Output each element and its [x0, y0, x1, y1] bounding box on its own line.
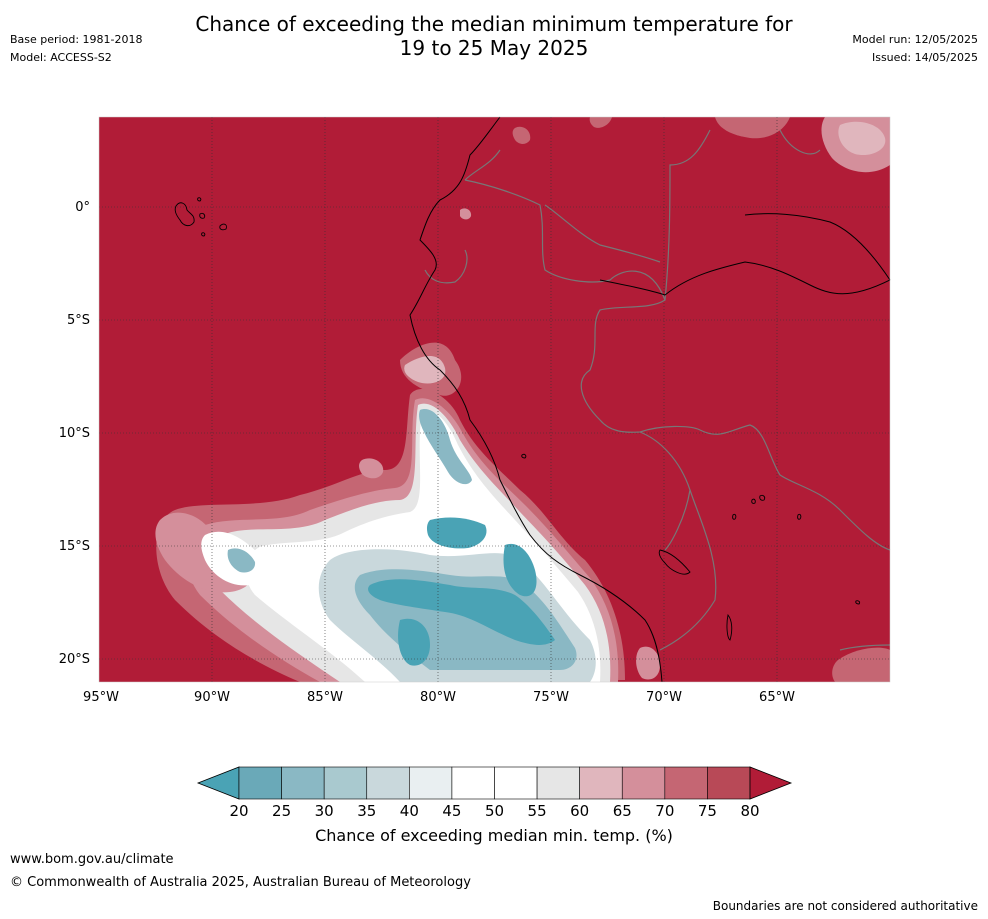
colorbar-tick-label: 55: [528, 802, 547, 820]
colorbar-segment: [238, 766, 282, 800]
lat-label: 20°S: [59, 652, 90, 667]
graticule: [99, 117, 890, 682]
shade-65-cell: [359, 458, 384, 479]
shade-20-interior: [368, 579, 555, 645]
footer-url: www.bom.gov.au/climate: [10, 852, 174, 867]
footer-copyright: © Commonwealth of Australia 2025, Austra…: [10, 875, 471, 890]
colorbar-segment: [579, 766, 623, 800]
lon-label: 90°W: [194, 690, 230, 705]
colorbar-tick-label: 20: [229, 802, 248, 820]
colorbar-tick-label: 40: [400, 802, 419, 820]
lat-label: 10°S: [59, 426, 90, 441]
colorbar-segment: [664, 766, 708, 800]
colorbar-under-arrow: [196, 766, 240, 800]
lon-label: 85°W: [307, 690, 343, 705]
title-line-2: 19 to 25 May 2025: [399, 36, 589, 60]
colorbar-tick-label: 70: [655, 802, 674, 820]
lat-label: 15°S: [59, 539, 90, 554]
lon-label: 95°W: [83, 690, 119, 705]
issued-date: Issued: 14/05/2025: [871, 51, 978, 64]
title-line-1: Chance of exceeding the median minimum t…: [195, 12, 793, 36]
colorbar-segment: [536, 766, 580, 800]
base-period: Base period: 1981-2018: [10, 33, 143, 46]
colorbar-segment: [451, 766, 495, 800]
colorbar-segment: [281, 766, 325, 800]
colorbar: 20 25 30 35 40 45 50 55 60 65 70 75 80: [196, 766, 793, 820]
country-borders: [424, 129, 891, 651]
shade-60-ne: [838, 121, 886, 156]
colorbar-segment: [366, 766, 410, 800]
lon-label: 80°W: [420, 690, 456, 705]
meta-left: Base period: 1981-2018 Model: ACCESS-S2: [10, 31, 142, 67]
shade-65-south: [636, 646, 660, 680]
colorbar-segment: [621, 766, 666, 800]
meta-right: Model run: 12/05/2025 Issued: 14/05/2025: [852, 31, 978, 67]
model-name: Model: ACCESS-S2: [10, 51, 112, 64]
lat-label: 5°S: [67, 313, 90, 328]
colorbar-tick-label: 75: [698, 802, 717, 820]
map-frame: [98, 116, 891, 683]
colorbar-tick-label: 80: [740, 802, 759, 820]
shade-25-north-plume: [419, 409, 472, 485]
colorbar-segment: [707, 766, 751, 800]
footer-disclaimer: Boundaries are not considered authoritat…: [712, 899, 978, 913]
shade-20-spot: [398, 618, 430, 666]
model-run: Model run: 12/05/2025: [852, 33, 978, 46]
shade-70-spot: [512, 126, 531, 144]
colorbar-tick-label: 30: [315, 802, 334, 820]
probability-shading: [155, 117, 890, 682]
lon-label: 65°W: [759, 690, 795, 705]
coastline: [409, 116, 891, 683]
colorbar-label: Chance of exceeding median min. temp. (%…: [315, 826, 673, 845]
page-title: Chance of exceeding the median minimum t…: [0, 12, 988, 60]
colorbar-tick-label: 45: [442, 802, 461, 820]
shade-70-se: [832, 647, 890, 682]
colorbar-segment: [409, 766, 453, 800]
colorbar-tick-label: 25: [272, 802, 291, 820]
shade-25-west: [227, 548, 256, 573]
islands: [174, 197, 861, 641]
colorbar-over-arrow: [749, 766, 793, 800]
lon-label: 75°W: [533, 690, 569, 705]
lat-label: 0°: [75, 200, 90, 215]
shade-65-spot: [460, 208, 472, 220]
shade-20-south: [503, 543, 537, 597]
colorbar-tick-label: 50: [485, 802, 504, 820]
colorbar-tick-label: 35: [357, 802, 376, 820]
colorbar-tick-label: 65: [613, 802, 632, 820]
colorbar-segment: [494, 766, 538, 800]
shade-70-ne: [715, 117, 790, 139]
shade-20-coastal: [426, 517, 487, 549]
shade-70-top: [589, 117, 612, 128]
colorbar-tick-label: 60: [570, 802, 589, 820]
colorbar-segment: [323, 766, 368, 800]
shade-60-north: [404, 355, 446, 384]
lon-label: 70°W: [646, 690, 682, 705]
